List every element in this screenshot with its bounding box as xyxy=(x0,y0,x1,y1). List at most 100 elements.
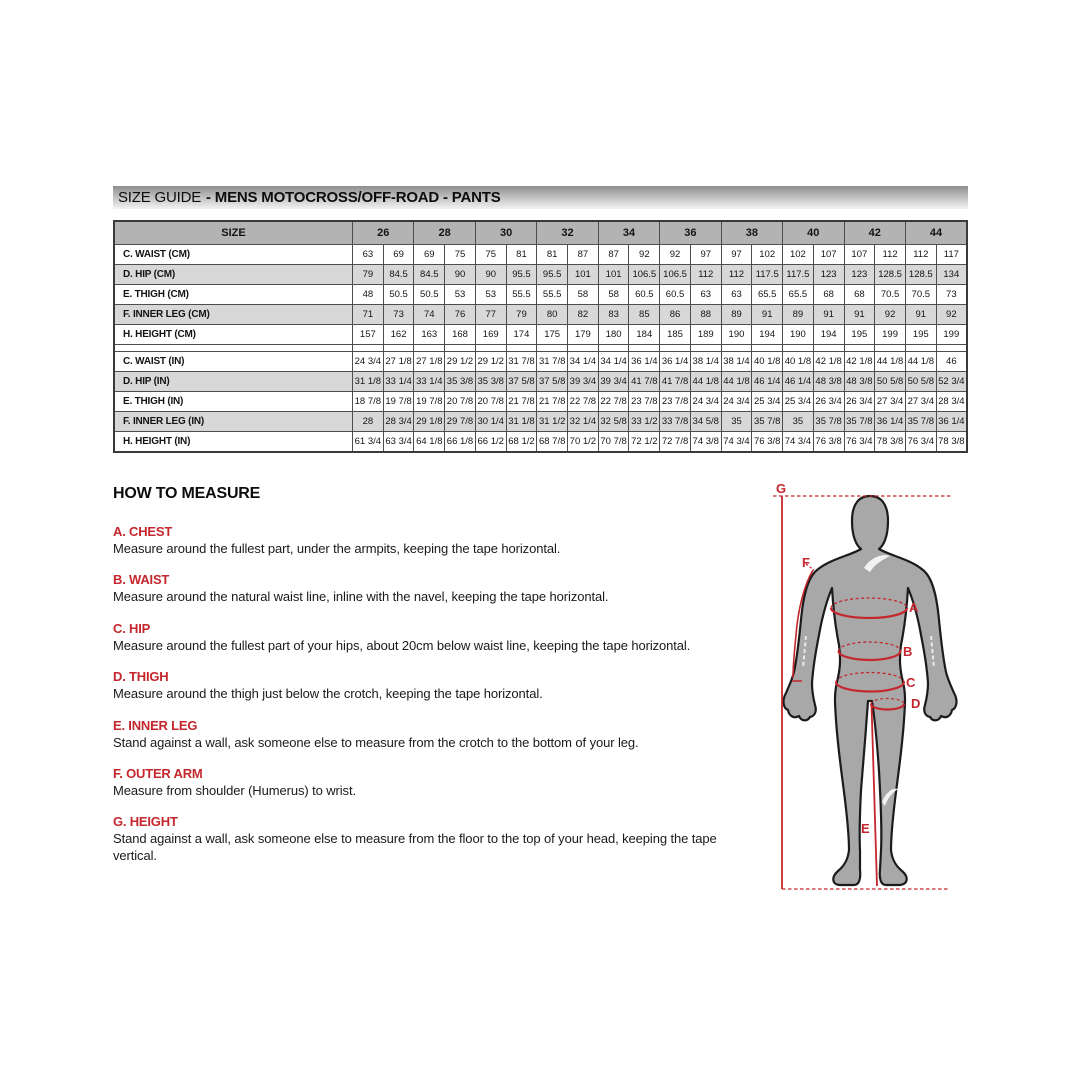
value-cell: 84.5 xyxy=(382,264,415,285)
size-table-body: C. WAIST (CM) 63 69 69 75 75 81 81 87 87 92 92 97 97 1… xyxy=(113,244,968,453)
value-cell: 40 1/8 xyxy=(751,351,784,372)
value-cell: 72 1/2 xyxy=(628,431,661,453)
size-header-cell: SIZE xyxy=(113,220,353,245)
value-cell: 102 xyxy=(751,244,784,265)
value-cell: 22 7/8 xyxy=(567,391,599,412)
value-cell: 90 xyxy=(474,264,507,285)
value-cell: 55.5 xyxy=(536,284,569,305)
value-cell: 33 1/2 xyxy=(628,411,661,432)
section-heading: C. HIP xyxy=(113,620,151,636)
value-cell: 50 5/8 xyxy=(904,371,937,392)
value-cell: 22 7/8 xyxy=(597,391,630,412)
value-cell: 174 xyxy=(505,324,538,345)
table-row: H. HEIGHT (IN) 61 3/4 63 3/4 64 1/8 66 1/8 66… xyxy=(113,431,968,453)
value-cell: 37 5/8 xyxy=(536,371,569,392)
value-cell: 76 3/8 xyxy=(812,431,845,453)
value-cell: 41 7/8 xyxy=(628,371,661,392)
value-cell: 91 xyxy=(751,304,784,325)
value-cell: 92 xyxy=(628,244,661,265)
size-column-header: 38 xyxy=(720,220,784,245)
value-cell: 31 1/8 xyxy=(505,411,538,432)
value-cell: 60.5 xyxy=(628,284,661,305)
value-cell: 85 xyxy=(628,304,661,325)
chest-ellipse-dashed xyxy=(830,597,908,609)
section-text: Measure from shoulder (Humerus) to wrist… xyxy=(113,782,356,798)
section-text: Stand against a wall, ask someone else t… xyxy=(113,734,639,750)
value-cell: 53 xyxy=(444,284,476,305)
value-cell: 48 xyxy=(352,284,384,305)
value-cell: 27 1/8 xyxy=(382,351,415,372)
value-cell: 74 xyxy=(413,304,446,325)
value-cell: 32 1/4 xyxy=(567,411,599,432)
value-cell: 63 3/4 xyxy=(382,431,415,453)
value-cell: 90 xyxy=(444,264,476,285)
section-text: Measure around the natural waist line, i… xyxy=(113,589,609,605)
value-cell: 70 7/8 xyxy=(597,431,630,453)
label-outer-arm: F xyxy=(802,555,810,570)
value-cell: 53 xyxy=(474,284,507,305)
value-cell: 106.5 xyxy=(659,264,691,285)
value-cell: 195 xyxy=(843,324,876,345)
label-height: G xyxy=(776,481,786,496)
value-cell: 76 3/4 xyxy=(904,431,937,453)
label-chest: A xyxy=(909,600,919,615)
table-group-spacer xyxy=(113,344,968,352)
row-label: H. HEIGHT (CM) xyxy=(113,324,353,345)
value-cell: 33 1/4 xyxy=(382,371,415,392)
section-text: Measure around the fullest part of your … xyxy=(113,637,691,653)
value-cell: 29 1/8 xyxy=(413,411,446,432)
section-heading: E. INNER LEG xyxy=(113,717,198,733)
section-text: Measure around the thigh just below the … xyxy=(113,686,543,702)
value-cell: 24 3/4 xyxy=(720,391,753,412)
value-cell: 44 1/8 xyxy=(904,351,937,372)
row-label: D. HIP (IN) xyxy=(113,371,353,392)
table-row: F. INNER LEG (IN) 28 28 3/4 29 1/8 29 7/8 30 … xyxy=(113,411,968,432)
value-cell: 168 xyxy=(444,324,476,345)
value-cell: 86 xyxy=(659,304,691,325)
table-row: C. WAIST (CM) 63 69 69 75 75 81 81 87 87 92 92 97 97 1… xyxy=(113,244,968,265)
value-cell: 75 xyxy=(474,244,507,265)
value-cell: 28 3/4 xyxy=(382,411,415,432)
size-column-header: 34 xyxy=(597,220,661,245)
chest-ellipse-solid xyxy=(829,607,909,620)
value-cell: 76 3/4 xyxy=(843,431,876,453)
brand-sleeve-text xyxy=(802,635,935,669)
value-cell: 28 xyxy=(352,411,384,432)
value-cell: 92 xyxy=(874,304,906,325)
value-cell: 39 3/4 xyxy=(567,371,599,392)
value-cell: 195 xyxy=(904,324,937,345)
table-row: D. HIP (CM) 79 84.5 84.5 90 90 95.5 95.5 101 101 1… xyxy=(113,264,968,285)
value-cell: 34 1/4 xyxy=(597,351,630,372)
value-cell: 69 xyxy=(382,244,415,265)
section-heading: F. OUTER ARM xyxy=(113,765,203,781)
value-cell: 35 xyxy=(782,411,814,432)
value-cell: 66 1/8 xyxy=(444,431,476,453)
thigh-ellipse-dashed xyxy=(870,697,905,705)
value-cell: 78 3/8 xyxy=(935,431,968,453)
value-cell: 91 xyxy=(812,304,845,325)
how-to-measure-title: HOW TO MEASURE xyxy=(113,485,261,502)
value-cell: 55.5 xyxy=(505,284,538,305)
value-cell: 39 3/4 xyxy=(597,371,630,392)
value-cell: 101 xyxy=(597,264,630,285)
size-column-header: 42 xyxy=(843,220,906,245)
value-cell: 89 xyxy=(782,304,814,325)
value-cell: 76 3/8 xyxy=(751,431,784,453)
value-cell: 66 1/2 xyxy=(474,431,507,453)
outer-arm-line xyxy=(792,569,814,682)
value-cell: 19 7/8 xyxy=(382,391,415,412)
value-cell: 65.5 xyxy=(751,284,784,305)
value-cell: 20 7/8 xyxy=(474,391,507,412)
value-cell: 41 7/8 xyxy=(659,371,691,392)
hip-ellipse-dashed xyxy=(835,671,905,683)
value-cell: 20 7/8 xyxy=(444,391,476,412)
value-cell: 123 xyxy=(843,264,876,285)
value-cell: 42 1/8 xyxy=(812,351,845,372)
value-cell: 91 xyxy=(904,304,937,325)
size-column-header: 26 xyxy=(351,220,415,245)
measure-section-chest: A. CHEST Measure around the fullest part… xyxy=(113,524,761,557)
value-cell: 70.5 xyxy=(904,284,937,305)
measure-section-thigh: D. THIGH Measure around the thigh just b… xyxy=(113,669,761,702)
value-cell: 70 1/2 xyxy=(567,431,599,453)
